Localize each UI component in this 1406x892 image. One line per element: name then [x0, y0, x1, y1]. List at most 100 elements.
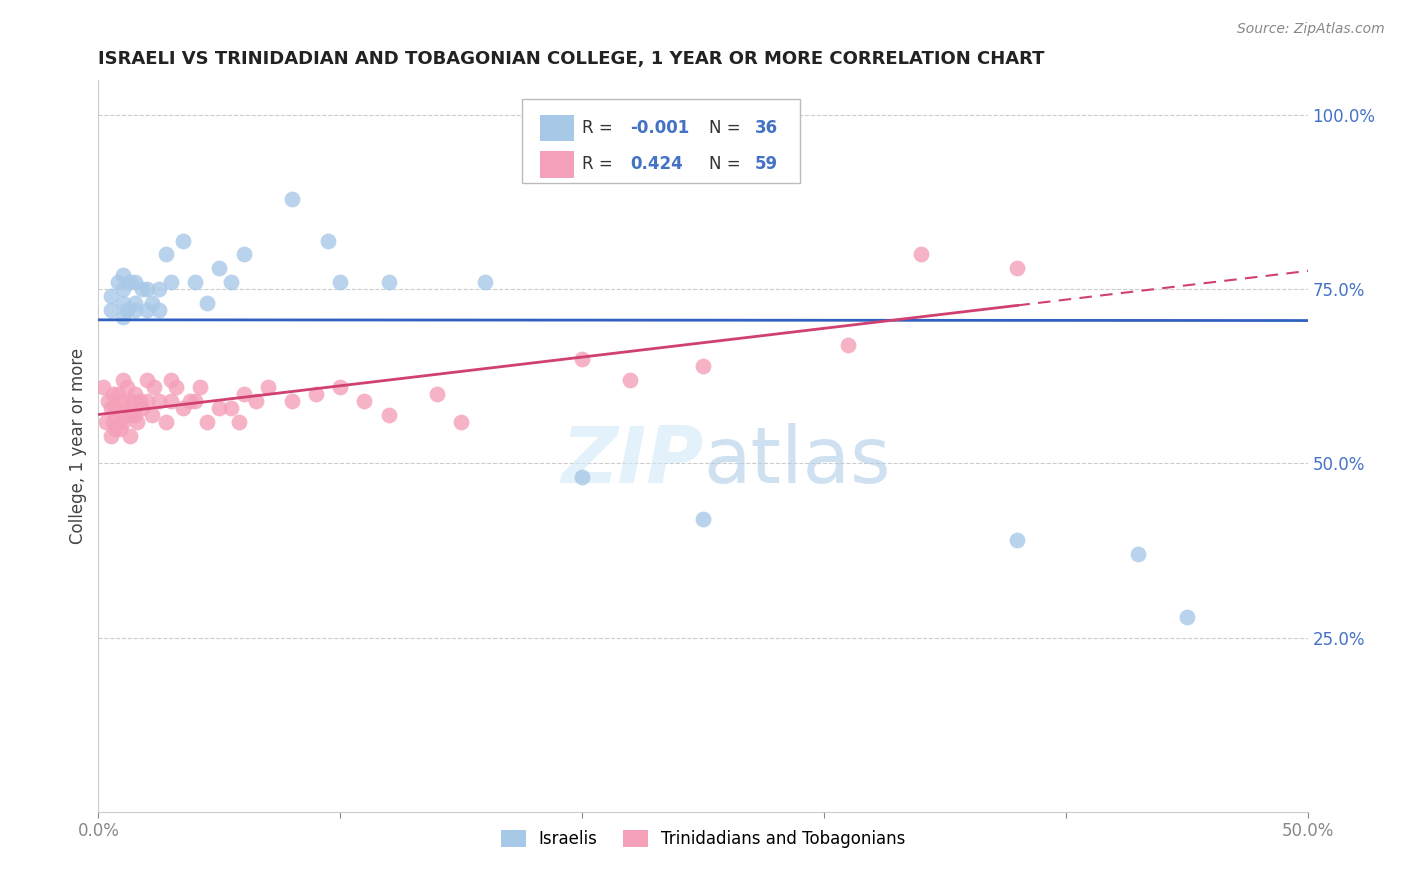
Point: [100, 289, 122, 303]
Point: [108, 421, 131, 435]
Point: [104, 401, 127, 415]
Point: [111, 296, 134, 310]
Point: [221, 275, 243, 289]
Text: 0.424: 0.424: [630, 155, 683, 173]
Point: [353, 393, 375, 408]
Point: [571, 470, 593, 484]
Point: [100, 401, 122, 415]
Point: [111, 393, 134, 408]
Point: [692, 512, 714, 526]
Point: [118, 408, 141, 422]
Text: atlas: atlas: [703, 423, 890, 499]
Point: [1007, 261, 1029, 276]
Point: [135, 393, 157, 408]
Point: [160, 275, 183, 289]
Point: [195, 296, 218, 310]
Text: R =: R =: [582, 155, 619, 173]
Point: [143, 380, 166, 394]
Point: [172, 401, 194, 415]
Point: [141, 408, 163, 422]
Point: [117, 401, 139, 415]
Point: [208, 261, 231, 276]
Text: N =: N =: [709, 155, 747, 173]
Point: [107, 386, 129, 401]
Point: [124, 408, 146, 422]
Point: [172, 234, 194, 248]
Point: [837, 338, 859, 352]
Text: 36: 36: [755, 119, 778, 136]
Point: [232, 386, 254, 401]
Point: [692, 359, 714, 373]
Point: [148, 393, 170, 408]
Point: [91, 380, 114, 394]
Point: [117, 380, 139, 394]
FancyBboxPatch shape: [522, 99, 800, 183]
Point: [165, 380, 187, 394]
Point: [141, 296, 163, 310]
Point: [377, 275, 399, 289]
Point: [124, 386, 146, 401]
Point: [97, 393, 120, 408]
Point: [571, 351, 593, 366]
Point: [426, 386, 449, 401]
Point: [111, 268, 134, 283]
Point: [281, 192, 304, 206]
Point: [101, 386, 124, 401]
Text: Source: ZipAtlas.com: Source: ZipAtlas.com: [1237, 22, 1385, 37]
Point: [155, 415, 177, 429]
Point: [118, 428, 141, 442]
Y-axis label: College, 1 year or more: College, 1 year or more: [69, 348, 87, 544]
Point: [329, 380, 352, 394]
Point: [135, 282, 157, 296]
Point: [155, 247, 177, 261]
Point: [128, 393, 150, 408]
Point: [184, 275, 207, 289]
Point: [179, 393, 201, 408]
Point: [107, 415, 129, 429]
Text: ISRAELI VS TRINIDADIAN AND TOBAGONIAN COLLEGE, 1 YEAR OR MORE CORRELATION CHART: ISRAELI VS TRINIDADIAN AND TOBAGONIAN CO…: [98, 50, 1045, 68]
Point: [101, 415, 124, 429]
Text: R =: R =: [582, 119, 619, 136]
Point: [160, 373, 183, 387]
Point: [184, 393, 207, 408]
Point: [245, 393, 267, 408]
Point: [619, 373, 641, 387]
Text: 59: 59: [755, 155, 778, 173]
Point: [474, 275, 496, 289]
Point: [221, 401, 243, 415]
Point: [305, 386, 328, 401]
FancyBboxPatch shape: [540, 115, 574, 141]
Point: [111, 282, 134, 296]
Point: [135, 303, 157, 318]
Point: [208, 401, 231, 415]
Point: [135, 373, 157, 387]
Point: [131, 401, 153, 415]
Point: [100, 303, 122, 318]
Text: -0.001: -0.001: [630, 119, 690, 136]
Point: [910, 247, 932, 261]
Point: [131, 282, 153, 296]
Point: [281, 393, 304, 408]
Point: [160, 393, 183, 408]
Point: [1007, 533, 1029, 547]
Point: [117, 303, 139, 318]
Point: [118, 275, 141, 289]
Point: [124, 303, 146, 318]
Point: [111, 415, 134, 429]
Point: [104, 421, 127, 435]
Point: [316, 234, 339, 248]
Point: [100, 428, 122, 442]
Point: [148, 282, 170, 296]
Point: [124, 275, 146, 289]
Point: [195, 415, 218, 429]
Point: [329, 275, 352, 289]
Point: [188, 380, 211, 394]
Point: [114, 408, 136, 422]
Point: [111, 373, 134, 387]
Point: [1128, 547, 1150, 561]
Point: [450, 415, 472, 429]
Point: [94, 415, 117, 429]
Point: [377, 408, 399, 422]
Point: [1175, 609, 1198, 624]
Text: ZIP: ZIP: [561, 423, 703, 499]
